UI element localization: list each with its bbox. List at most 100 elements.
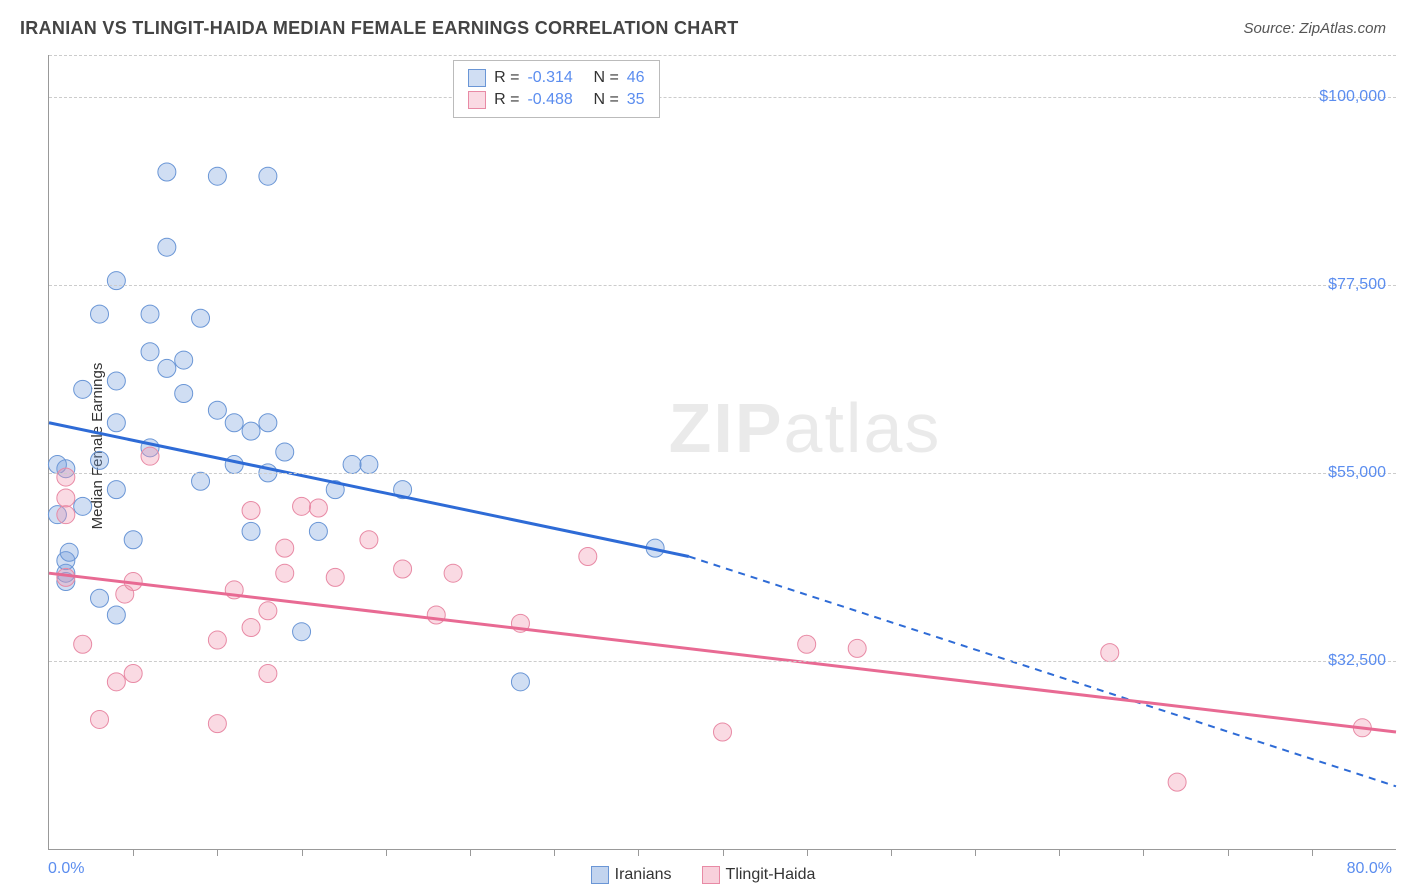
x-tick xyxy=(807,849,808,856)
gridline xyxy=(49,55,1396,56)
data-point xyxy=(276,539,294,557)
x-tick xyxy=(217,849,218,856)
x-tick xyxy=(1059,849,1060,856)
data-point xyxy=(326,568,344,586)
data-point xyxy=(107,481,125,499)
y-tick-label: $32,500 xyxy=(1328,652,1386,670)
scatter-chart: ZIPatlas $32,500$55,000$77,500$100,000R … xyxy=(48,55,1396,850)
data-point xyxy=(57,506,75,524)
gridline xyxy=(49,661,1396,662)
data-point xyxy=(124,531,142,549)
legend-item: Iranians xyxy=(591,866,672,884)
data-point xyxy=(57,489,75,507)
data-point xyxy=(309,522,327,540)
data-point xyxy=(259,602,277,620)
data-point xyxy=(293,497,311,515)
data-point xyxy=(175,351,193,369)
data-point xyxy=(309,499,327,517)
chart-header: IRANIAN VS TLINGIT-HAIDA MEDIAN FEMALE E… xyxy=(0,0,1406,49)
n-value: 35 xyxy=(627,91,645,109)
data-point xyxy=(107,414,125,432)
data-point xyxy=(259,167,277,185)
y-tick-label: $100,000 xyxy=(1319,88,1386,106)
data-point xyxy=(91,710,109,728)
data-point xyxy=(208,401,226,419)
data-point xyxy=(394,560,412,578)
x-tick xyxy=(554,849,555,856)
correlation-legend-row: R =-0.488N =35 xyxy=(468,89,644,111)
data-point xyxy=(225,456,243,474)
legend-swatch xyxy=(702,866,720,884)
data-point xyxy=(107,673,125,691)
legend-swatch xyxy=(591,866,609,884)
x-tick xyxy=(470,849,471,856)
data-point xyxy=(259,664,277,682)
data-point xyxy=(427,606,445,624)
x-tick xyxy=(1228,849,1229,856)
data-point xyxy=(798,635,816,653)
data-point xyxy=(444,564,462,582)
x-tick xyxy=(638,849,639,856)
data-point xyxy=(141,343,159,361)
data-point xyxy=(91,589,109,607)
data-point xyxy=(141,447,159,465)
x-tick xyxy=(302,849,303,856)
data-point xyxy=(158,163,176,181)
data-point xyxy=(242,502,260,520)
x-tick xyxy=(891,849,892,856)
data-point xyxy=(225,414,243,432)
data-point xyxy=(158,238,176,256)
data-point xyxy=(91,305,109,323)
stat-label: R = xyxy=(494,69,519,87)
data-point xyxy=(192,309,210,327)
data-point xyxy=(1101,644,1119,662)
data-point xyxy=(208,631,226,649)
data-point xyxy=(107,372,125,390)
data-point xyxy=(714,723,732,741)
r-value: -0.314 xyxy=(527,69,585,87)
footer-legend: IraniansTlingit-Haida xyxy=(0,866,1406,884)
x-tick xyxy=(386,849,387,856)
data-point xyxy=(74,635,92,653)
gridline xyxy=(49,473,1396,474)
trend-line xyxy=(49,573,1396,732)
data-point xyxy=(343,456,361,474)
x-tick xyxy=(975,849,976,856)
x-tick xyxy=(133,849,134,856)
n-value: 46 xyxy=(627,69,645,87)
stat-label: R = xyxy=(494,91,519,109)
legend-swatch xyxy=(468,69,486,87)
data-point xyxy=(360,531,378,549)
data-point xyxy=(158,359,176,377)
x-tick xyxy=(1312,849,1313,856)
data-point xyxy=(124,664,142,682)
data-point xyxy=(74,497,92,515)
data-point xyxy=(276,443,294,461)
data-point xyxy=(1168,773,1186,791)
stat-label: N = xyxy=(593,91,618,109)
legend-label: Iranians xyxy=(615,866,672,884)
data-point xyxy=(192,472,210,490)
data-point xyxy=(175,384,193,402)
data-point xyxy=(91,451,109,469)
stat-label: N = xyxy=(593,69,618,87)
data-point xyxy=(107,606,125,624)
data-point xyxy=(208,167,226,185)
chart-source: Source: ZipAtlas.com xyxy=(1243,20,1386,37)
chart-title: IRANIAN VS TLINGIT-HAIDA MEDIAN FEMALE E… xyxy=(20,18,739,39)
data-point xyxy=(293,623,311,641)
data-point xyxy=(242,422,260,440)
x-tick xyxy=(723,849,724,856)
data-point xyxy=(74,380,92,398)
data-point xyxy=(259,414,277,432)
data-point xyxy=(276,564,294,582)
legend-swatch xyxy=(468,91,486,109)
gridline xyxy=(49,97,1396,98)
data-point xyxy=(848,639,866,657)
y-tick-label: $55,000 xyxy=(1328,464,1386,482)
y-tick-label: $77,500 xyxy=(1328,276,1386,294)
data-point xyxy=(360,456,378,474)
data-point xyxy=(242,522,260,540)
data-point xyxy=(60,543,78,561)
data-point xyxy=(107,272,125,290)
